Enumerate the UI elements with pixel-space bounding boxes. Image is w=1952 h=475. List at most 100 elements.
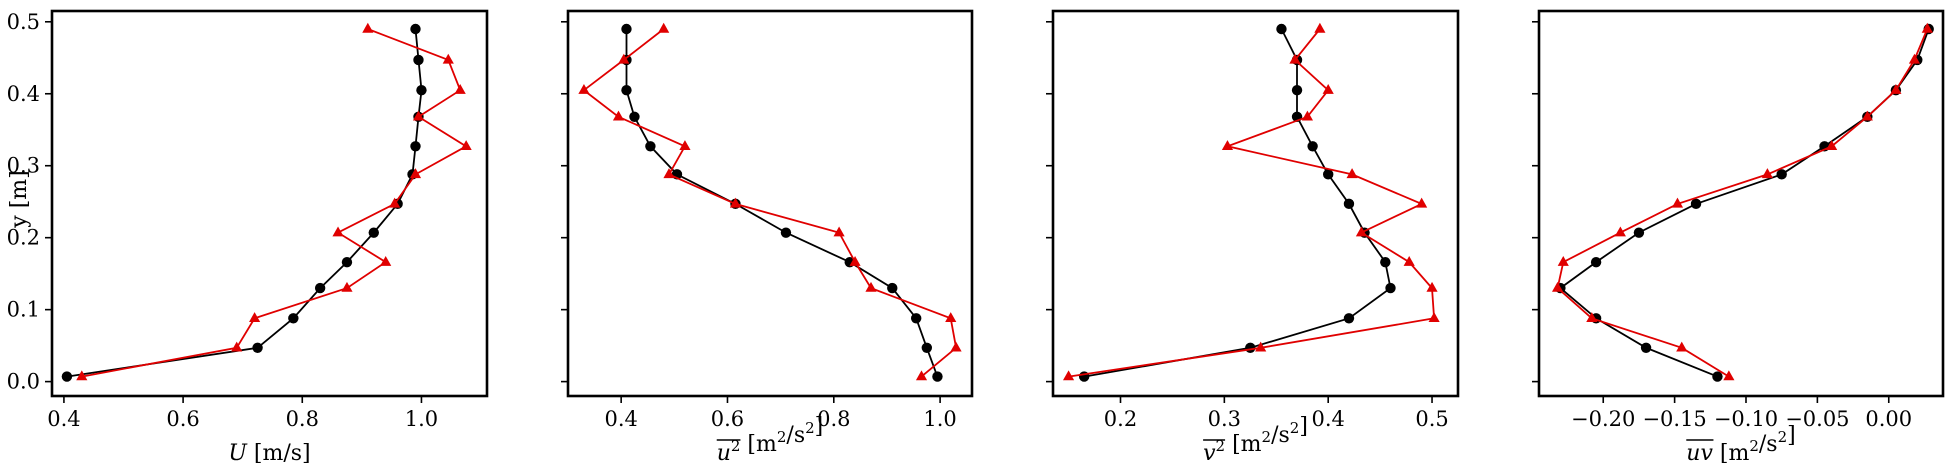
model-data-point (578, 83, 590, 94)
reference-series-line (625, 29, 939, 377)
x-tick-label: 0.4 (1311, 407, 1344, 431)
model-data-point (1557, 255, 1569, 266)
reference-data-point (780, 227, 792, 238)
model-data-point (1314, 22, 1326, 33)
model-data-point (1428, 312, 1440, 323)
model-data-point (945, 312, 957, 323)
model-data-point (389, 197, 401, 208)
reference-data-point (368, 227, 379, 238)
model-data-point (1826, 140, 1838, 151)
y-tick-label: 0.0 (7, 370, 40, 394)
model-data-point (454, 83, 466, 94)
reference-series-line (1558, 28, 1930, 378)
model-data-point (1403, 255, 1415, 266)
y-tick-label: 0.5 (7, 10, 40, 34)
model-series-line (582, 28, 958, 378)
reference-data-point (410, 23, 421, 35)
x-tick-label: 0.4 (47, 407, 80, 431)
x-tick-label: 0.00 (1865, 407, 1912, 431)
x-tick-label: −0.15 (1642, 407, 1706, 431)
reference-data-point (1322, 169, 1334, 180)
reference-data-point (413, 54, 424, 66)
reference-data-point (1590, 256, 1602, 268)
reference-data-point (621, 23, 632, 35)
reference-data-point (1380, 256, 1391, 268)
panel-mean-velocity-u: 0.0 0.1 0.2 0.3 0.4 0.5 0.4 0.6 0.8 1.0 U [m/s] (7, 9, 489, 466)
plot-frame (50, 9, 489, 398)
plot-frame (1537, 9, 1945, 398)
x-tick-label: 1.0 (923, 407, 956, 431)
x-axis-label: u2 [m2/s2] (717, 414, 824, 466)
x-tick-label: 1.0 (405, 407, 438, 431)
model-data-point (1671, 197, 1684, 208)
model-data-point (442, 53, 454, 64)
model-data-point (1921, 22, 1933, 33)
model-data-point (249, 312, 261, 323)
y-tick-label: 0.2 (7, 226, 40, 250)
model-data-point (1761, 168, 1773, 179)
reference-data-point (1245, 342, 1256, 353)
model-data-point (332, 226, 344, 237)
x-tick-label: 0.8 (817, 407, 850, 431)
y-tick-label: 0.4 (7, 82, 40, 106)
model-data-point (865, 281, 877, 292)
reference-data-point (1343, 313, 1355, 324)
model-data-point (1301, 110, 1314, 121)
reference-data-point (1307, 141, 1318, 152)
x-tick-label: 0.6 (166, 407, 199, 431)
model-data-point (1221, 140, 1234, 151)
x-tick-label: 0.5 (1415, 407, 1448, 431)
model-data-point (1346, 168, 1358, 179)
model-data-point (1255, 341, 1267, 352)
model-data-point (1586, 312, 1598, 323)
reference-data-point (621, 84, 632, 96)
model-data-point (849, 255, 861, 266)
model-data-point (1289, 53, 1301, 64)
model-data-point (409, 168, 422, 179)
reference-data-point (416, 84, 427, 96)
model-data-point (618, 53, 630, 64)
reference-data-point (61, 371, 73, 382)
y-tick-label: 0.1 (7, 298, 40, 322)
x-tick-label: 0.6 (711, 407, 744, 431)
reference-data-point (921, 342, 933, 353)
model-data-point (833, 226, 845, 237)
x-tick-label: 0.4 (604, 407, 637, 431)
x-tick-label: −0.10 (1714, 407, 1778, 431)
model-series-line (1068, 28, 1436, 378)
model-data-point (341, 281, 353, 292)
model-data-point (612, 110, 625, 121)
x-tick-label: 0.3 (1208, 407, 1241, 431)
model-series-line (1556, 28, 1929, 378)
model-data-point (1890, 83, 1902, 94)
model-data-point (1322, 83, 1334, 94)
reference-data-point (629, 111, 640, 122)
model-data-point (76, 370, 88, 381)
model-data-point (1861, 110, 1873, 121)
model-data-point (1614, 226, 1626, 237)
model-data-point (1426, 281, 1438, 292)
reference-data-point (314, 282, 326, 294)
model-data-point (460, 140, 472, 151)
model-data-point (729, 197, 742, 208)
model-data-point (679, 140, 691, 151)
model-data-point (1723, 370, 1735, 381)
model-data-point (658, 22, 670, 33)
x-tick-label: 0.2 (1104, 407, 1137, 431)
reference-data-point (1690, 198, 1702, 210)
reference-data-point (932, 371, 943, 382)
reference-data-point (1291, 84, 1303, 96)
model-data-point (362, 22, 374, 33)
reference-series-line (66, 28, 423, 378)
model-data-point (1416, 197, 1428, 208)
reference-data-point (1633, 227, 1645, 238)
reference-data-point (887, 282, 898, 294)
reference-data-point (1343, 198, 1355, 210)
reference-data-point (1640, 342, 1652, 353)
reference-data-point (1276, 23, 1287, 35)
reference-data-point (1776, 169, 1787, 180)
reference-data-point (1385, 282, 1396, 294)
reference-data-point (645, 141, 656, 152)
x-tick-label: −0.05 (1785, 407, 1849, 431)
